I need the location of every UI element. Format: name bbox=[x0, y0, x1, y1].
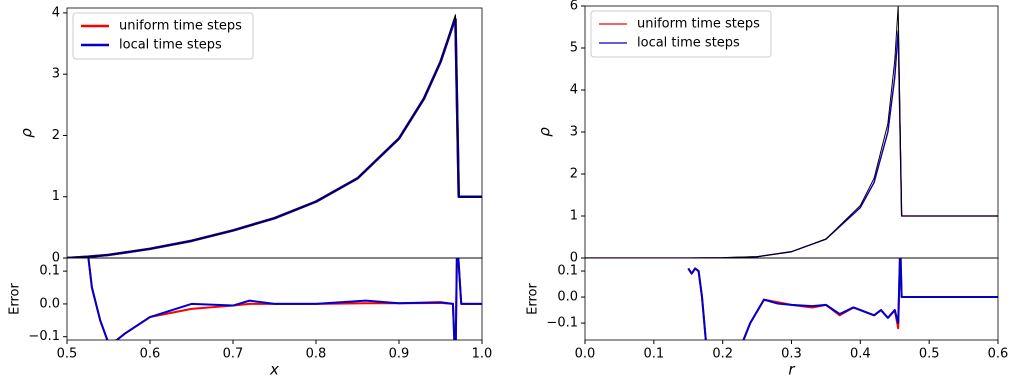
y-tick-label: −0.1 bbox=[546, 316, 578, 331]
y-axis-label: ρ bbox=[18, 128, 36, 138]
y-tick-label: 4 bbox=[52, 5, 60, 20]
y-tick-label: 4 bbox=[570, 83, 578, 98]
y-tick-label: 0.1 bbox=[557, 264, 578, 279]
y-tick-label: 5 bbox=[570, 41, 578, 56]
legend-label: local time steps bbox=[637, 36, 740, 51]
plot-area bbox=[67, 14, 482, 258]
data-line bbox=[687, 258, 998, 340]
y-tick-label: 3 bbox=[570, 125, 578, 140]
y-tick-label: 0 bbox=[52, 251, 60, 266]
data-line bbox=[87, 258, 482, 340]
y-tick-label: 0.1 bbox=[39, 264, 60, 279]
y-axis-label: Error bbox=[8, 283, 23, 315]
x-tick-label: 0.6 bbox=[988, 347, 1009, 362]
axes-frame bbox=[66, 257, 483, 341]
x-tick-label: 0.5 bbox=[919, 347, 940, 362]
y-tick-label: 3 bbox=[52, 67, 60, 82]
y-axis-label: Error bbox=[526, 283, 541, 315]
legend-label: uniform time steps bbox=[637, 17, 760, 32]
legend-box bbox=[72, 12, 254, 60]
x-tick-label: 0.7 bbox=[223, 347, 244, 362]
x-tick-label: 0.1 bbox=[643, 347, 664, 362]
legend-label: local time steps bbox=[119, 38, 222, 53]
y-tick-label: 2 bbox=[52, 128, 60, 143]
x-tick-label: 1.0 bbox=[472, 347, 493, 362]
y-axis-label: ρ bbox=[536, 127, 554, 137]
x-tick-label: 0.4 bbox=[850, 347, 871, 362]
x-tick-label: 0.9 bbox=[389, 347, 410, 362]
y-tick-label: 6 bbox=[570, 0, 578, 14]
y-tick-label: 1 bbox=[52, 189, 60, 204]
y-tick-label: −0.1 bbox=[28, 329, 60, 344]
y-tick-label: 0.0 bbox=[557, 290, 578, 305]
y-tick-label: 1 bbox=[570, 209, 578, 224]
plot-area bbox=[87, 258, 482, 340]
x-axis-label: r bbox=[788, 361, 795, 378]
y-tick-label: 2 bbox=[570, 167, 578, 182]
y-tick-label: 0 bbox=[570, 251, 578, 266]
x-tick-label: 0.2 bbox=[712, 347, 733, 362]
x-tick-label: 0.0 bbox=[575, 347, 596, 362]
axes-frame bbox=[584, 257, 999, 341]
data-line bbox=[585, 30, 998, 258]
x-tick-label: 0.6 bbox=[140, 347, 161, 362]
x-tick-label: 0.3 bbox=[781, 347, 802, 362]
data-line bbox=[67, 14, 482, 258]
x-axis-label: x bbox=[269, 361, 279, 378]
legend-box bbox=[590, 10, 772, 58]
plot-area bbox=[687, 258, 998, 340]
data-line bbox=[585, 30, 998, 258]
x-tick-label: 0.8 bbox=[306, 347, 327, 362]
data-line bbox=[687, 258, 998, 340]
data-line bbox=[87, 258, 482, 340]
y-tick-label: 0.0 bbox=[39, 296, 60, 311]
legend-label: uniform time steps bbox=[119, 19, 242, 34]
x-tick-label: 0.5 bbox=[57, 347, 78, 362]
